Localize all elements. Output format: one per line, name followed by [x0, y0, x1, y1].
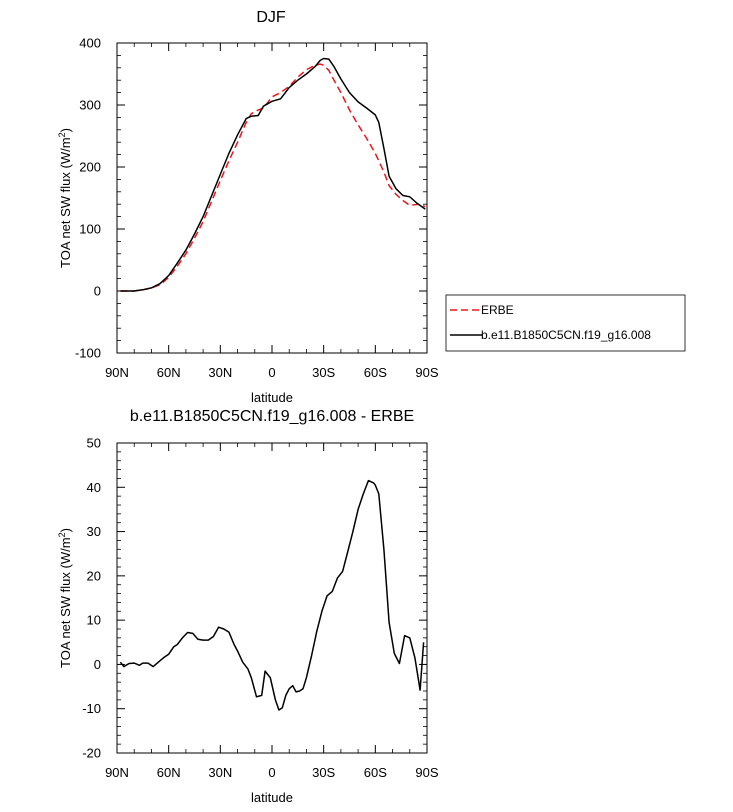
- top-panel-x-axis-label: latitude: [251, 390, 293, 405]
- y-tick-label: 400: [79, 36, 101, 51]
- difference-line: [119, 479, 425, 711]
- x-tick-label: 30N: [208, 765, 232, 780]
- bottom-panel-ticks: [116, 442, 428, 754]
- top-panel-x-tick-labels: 90N 60N 30N 0 30S 60S 90S: [105, 365, 439, 380]
- x-tick-label: 90S: [415, 765, 438, 780]
- bottom-panel-y-tick-labels: -20 -10 0 10 20 30 40 50: [82, 436, 101, 761]
- x-tick-label: 90N: [105, 365, 129, 380]
- top-panel-frame: [116, 42, 428, 354]
- y-tick-label: -100: [75, 346, 101, 361]
- bottom-panel-title: b.e11.B1850C5CN.f19_g16.008 - ERBE: [130, 408, 414, 425]
- x-tick-label: 60N: [157, 765, 181, 780]
- bottom-panel-frame: [116, 442, 428, 754]
- legend-box: [445, 294, 686, 352]
- y-tick-label: 300: [79, 98, 101, 113]
- top-panel-series: [120, 57, 426, 292]
- x-tick-label: 60S: [364, 765, 387, 780]
- bottom-panel-x-axis-label: latitude: [251, 790, 293, 805]
- x-tick-label: 30S: [312, 765, 335, 780]
- x-tick-label: 0: [268, 365, 275, 380]
- x-tick-label: 60N: [157, 365, 181, 380]
- top-panel-ticks: [116, 42, 428, 354]
- bottom-panel-series: [119, 479, 425, 711]
- x-tick-label: 30N: [208, 365, 232, 380]
- top-panel-y-axis-label: TOA net SW flux (W/m2): [57, 128, 73, 268]
- y-tick-label: 100: [79, 222, 101, 237]
- x-tick-label: 60S: [364, 365, 387, 380]
- y-tick-label: 200: [79, 160, 101, 175]
- legend-model-label: b.e11.B1850C5CN.f19_g16.008: [481, 328, 651, 342]
- x-tick-label: 30S: [312, 365, 335, 380]
- bottom-panel-y-axis-label: TOA net SW flux (W/m2): [57, 528, 73, 668]
- top-panel-title: DJF: [256, 9, 286, 26]
- series-line-erbe: [120, 63, 426, 292]
- y-tick-label: 20: [87, 568, 101, 583]
- legend: ERBE b.e11.B1850C5CN.f19_g16.008: [445, 294, 686, 352]
- x-tick-label: 90S: [415, 365, 438, 380]
- y-tick-label: -10: [82, 701, 101, 716]
- y-tick-label: 50: [87, 436, 101, 451]
- y-tick-label: -20: [82, 746, 101, 761]
- top-panel: DJF 90N 60N 30N 0 30S 60S 90S -100 0 100 200 300 40…: [57, 9, 439, 405]
- y-tick-label: 0: [94, 657, 101, 672]
- series-line-b-e11-b1850c5cn-f19-g16-008: [120, 57, 426, 292]
- y-tick-label: 30: [87, 524, 101, 539]
- y-tick-label: 0: [94, 284, 101, 299]
- bottom-panel-x-tick-labels: 90N 60N 30N 0 30S 60S 90S: [105, 765, 439, 780]
- legend-erbe-label: ERBE: [481, 303, 514, 317]
- top-panel-y-tick-labels: -100 0 100 200 300 400: [75, 36, 101, 361]
- x-tick-label: 90N: [105, 765, 129, 780]
- y-tick-label: 40: [87, 480, 101, 495]
- bottom-panel: b.e11.B1850C5CN.f19_g16.008 - ERBE 90N 60…: [57, 408, 439, 805]
- y-tick-label: 10: [87, 613, 101, 628]
- x-tick-label: 0: [268, 765, 275, 780]
